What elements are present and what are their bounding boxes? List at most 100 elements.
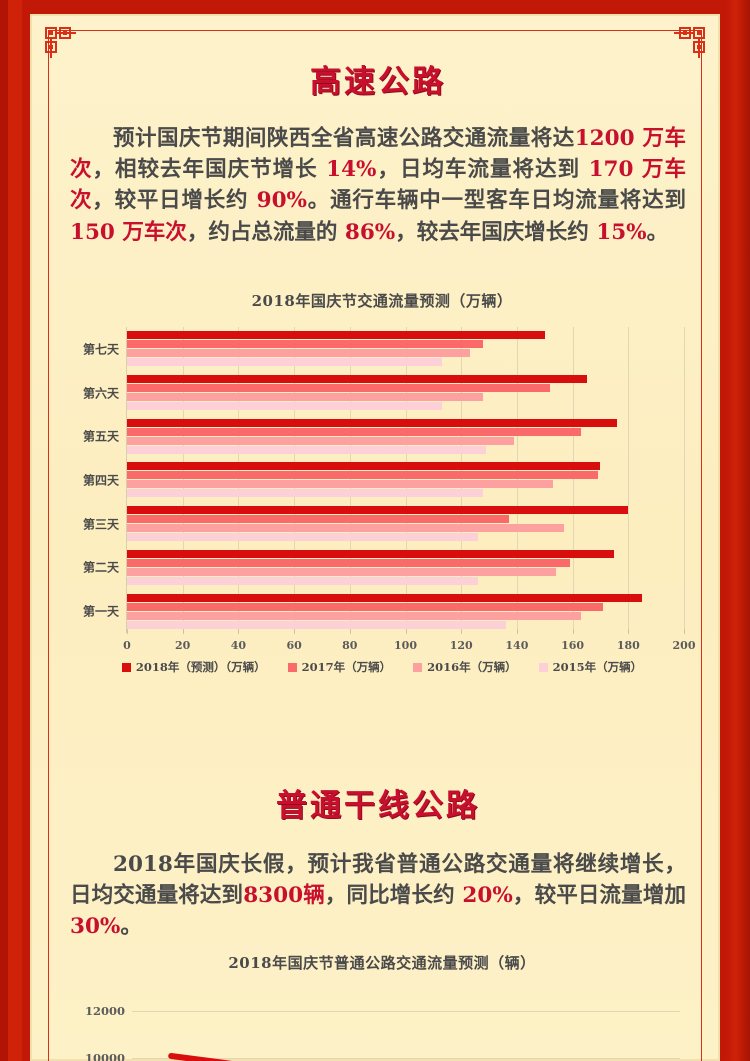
bar-group: 第三天 bbox=[83, 502, 684, 546]
paragraph-text: ，同比增长约 bbox=[324, 883, 463, 909]
legend-label: 2016年（万辆） bbox=[427, 660, 517, 674]
x-tick-label: 20 bbox=[175, 639, 191, 652]
x-tick-label: 180 bbox=[616, 639, 640, 652]
y-axis-category-label: 第三天 bbox=[82, 517, 119, 532]
bar-group: 第二天 bbox=[83, 546, 684, 590]
x-tick-mark bbox=[461, 629, 463, 634]
paragraph-text: ，较平日增长约 bbox=[92, 188, 257, 214]
x-tick-mark bbox=[572, 629, 574, 634]
highlighted-figure: 30% bbox=[70, 914, 121, 940]
legend-swatch bbox=[413, 662, 423, 672]
bar bbox=[127, 620, 506, 629]
bar bbox=[127, 462, 601, 471]
bar bbox=[127, 576, 478, 585]
bar bbox=[127, 506, 629, 515]
bar-group: 第一天 bbox=[83, 589, 684, 633]
y-axis-category-label: 第四天 bbox=[82, 473, 119, 488]
paragraph-text: 。 bbox=[120, 914, 142, 940]
paragraph-text: ，约占总流量的 bbox=[186, 219, 345, 245]
y-axis-category-label: 第六天 bbox=[82, 386, 119, 401]
section-title-ordinary-highway: 普通干线公路 bbox=[276, 788, 480, 824]
bar bbox=[127, 533, 478, 542]
corner-ornament-top-left bbox=[44, 26, 78, 60]
chart-expressway-traffic: 2018年国庆节交通流量预测（万辆） 第七天 第六天 第五天 第四天 第三天 第二天 第一天… bbox=[70, 290, 696, 675]
gridline bbox=[405, 327, 407, 633]
x-tick-mark bbox=[127, 629, 128, 634]
x-tick-label: 80 bbox=[342, 639, 358, 652]
poster-sheet: 高速公路 预计国庆节期间陕西全省高速公路交通流量将达1200 万车次，相较去年国… bbox=[30, 14, 720, 1061]
x-axis-ticks: 0 20 40 60 80 100 120 140 160 180 200 bbox=[123, 629, 695, 655]
legend-swatch bbox=[121, 662, 131, 672]
chart-legend: 2018年（预测）（万辆） 2017年（万辆） 2016年（万辆） 2015年（万辆） bbox=[70, 659, 694, 675]
gridline bbox=[516, 327, 518, 633]
highlighted-figure: 15% bbox=[596, 219, 647, 245]
bar-chart-plot-area: 第七天 第六天 第五天 第四天 第三天 第二天 第一天 0 20 40 60 80 100 120 140… bbox=[83, 327, 695, 652]
gridline bbox=[182, 327, 184, 633]
bar bbox=[127, 436, 515, 445]
gridline bbox=[349, 327, 351, 633]
legend-label: 2017年（万辆） bbox=[301, 660, 392, 674]
chart-gridlines bbox=[127, 327, 685, 633]
x-tick-label: 200 bbox=[672, 639, 696, 652]
highlighted-figure: 1200 万车次 bbox=[70, 126, 686, 183]
bar bbox=[127, 549, 615, 558]
paragraph-text: ，较平日流量增加 bbox=[512, 883, 686, 909]
x-tick-mark bbox=[294, 629, 296, 634]
bar-group: 第六天 bbox=[83, 371, 684, 415]
legend-item: 2017年（万辆） bbox=[287, 659, 392, 675]
y-axis-label-12000: 12000 bbox=[84, 1004, 125, 1018]
paragraph-text: ，较去年国庆增长约 bbox=[395, 219, 597, 245]
corner-ornament-top-right bbox=[672, 26, 706, 60]
bar bbox=[127, 445, 487, 454]
highlighted-figure: 86% bbox=[344, 219, 396, 245]
paragraph-text: 。 bbox=[646, 219, 669, 245]
gridline bbox=[238, 327, 240, 633]
x-tick-label: 40 bbox=[230, 639, 247, 652]
bar-group: 第四天 bbox=[83, 458, 684, 502]
x-tick-label: 120 bbox=[449, 639, 473, 652]
x-tick-label: 160 bbox=[561, 639, 585, 652]
paragraph-text: 2018年国庆长假，预计我省普通公路交通量将继续增长，日均交通量将达到 bbox=[70, 852, 686, 909]
bar bbox=[127, 402, 442, 411]
bar bbox=[127, 480, 554, 489]
bar bbox=[127, 393, 484, 402]
line-chart-gridline bbox=[132, 1058, 680, 1059]
x-tick-mark bbox=[349, 629, 351, 634]
legend-swatch bbox=[287, 662, 297, 672]
x-tick-mark bbox=[516, 629, 518, 634]
x-tick-mark bbox=[182, 629, 184, 634]
legend-item: 2015年（万辆） bbox=[538, 659, 642, 675]
highlighted-figure: 8300辆 bbox=[243, 883, 325, 909]
highlighted-figure: 90% bbox=[256, 188, 307, 214]
bar bbox=[127, 602, 604, 611]
bar bbox=[127, 375, 587, 384]
x-tick-mark bbox=[684, 629, 685, 634]
y-axis-category-label: 第五天 bbox=[82, 429, 119, 444]
x-tick-label: 100 bbox=[394, 639, 417, 652]
chart-ordinary-highway-traffic: 2018年国庆节普通公路交通流量预测（辆） 12000 10000 bbox=[70, 952, 694, 1061]
bar bbox=[127, 418, 618, 427]
line-chart-series bbox=[168, 1053, 232, 1061]
legend-label: 2018年（预测）（万辆） bbox=[135, 660, 266, 674]
bar bbox=[127, 515, 509, 524]
paragraph-text: 。通行车辆中一型客车日均流量将达到 bbox=[306, 188, 686, 214]
gridline bbox=[572, 327, 574, 633]
paragraph-text: 预计国庆节期间陕西全省高速公路交通流量将达 bbox=[113, 126, 575, 151]
bar bbox=[127, 384, 551, 393]
gridline bbox=[461, 327, 463, 633]
y-axis-label-10000: 10000 bbox=[84, 1051, 125, 1061]
paragraph-text: ，相较去年国庆节增长 bbox=[92, 157, 327, 183]
bar-group: 第五天 bbox=[83, 414, 684, 458]
section-paragraph-ordinary-highway: 2018年国庆长假，预计我省普通公路交通量将继续增长，日均交通量将达到8300辆… bbox=[70, 849, 686, 943]
section-paragraph-expressway: 预计国庆节期间陕西全省高速公路交通流量将达1200 万车次，相较去年国庆节增长 … bbox=[70, 123, 686, 248]
legend-swatch bbox=[538, 662, 548, 672]
x-tick-label: 140 bbox=[505, 639, 529, 652]
y-axis-category-label: 第一天 bbox=[82, 604, 119, 619]
bar bbox=[127, 358, 442, 367]
highlighted-figure: 20% bbox=[462, 883, 513, 909]
highlighted-figure: 150 万车次 bbox=[70, 219, 187, 245]
bar bbox=[127, 427, 581, 436]
line-chart-plot-area: 12000 10000 bbox=[85, 1001, 680, 1061]
gridline bbox=[628, 327, 630, 633]
